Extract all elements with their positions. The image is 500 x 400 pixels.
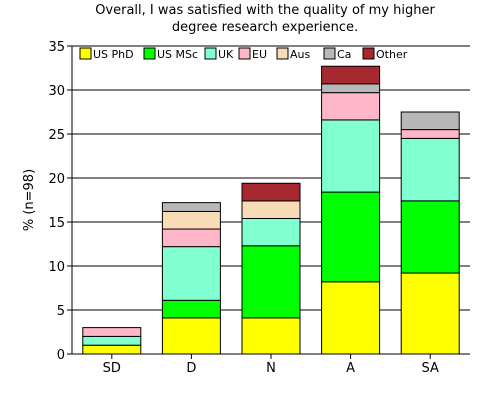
bar-segment	[161, 246, 221, 301]
legend-swatch	[323, 47, 336, 60]
legend-label: Aus	[290, 48, 310, 61]
bar-segment	[321, 281, 381, 355]
legend-swatch	[79, 47, 92, 60]
x-tick-label: D	[186, 361, 196, 376]
x-tick-label: N	[266, 361, 276, 376]
chart-title-line-1: Overall, I was satisfied with the qualit…	[95, 3, 435, 18]
legend-label: UK	[218, 48, 234, 61]
bar-segment	[321, 119, 381, 193]
legend-label: US PhD	[93, 48, 134, 61]
bar-segment	[400, 200, 460, 274]
y-tick-label: 25	[48, 128, 65, 143]
legend-swatch	[276, 47, 289, 60]
bar-segment	[321, 191, 381, 283]
bars	[82, 65, 460, 355]
legend-label: Ca	[337, 48, 351, 61]
y-tick-label: 35	[48, 40, 65, 55]
bar-segment	[241, 200, 301, 219]
y-tick-label: 0	[57, 348, 65, 363]
bar-segment	[241, 245, 301, 319]
y-tick-label: 20	[48, 172, 65, 187]
y-tick-label: 10	[48, 260, 65, 275]
bar-segment	[82, 327, 142, 337]
y-axis-title: % (n=98)	[22, 169, 37, 231]
bar-segment	[400, 111, 460, 131]
bar-segment	[161, 299, 221, 319]
bar-segment	[82, 335, 142, 346]
y-tick-label: 15	[48, 216, 65, 231]
y-tick-label: 30	[48, 84, 65, 99]
legend: US PhD US MSc UK EU Aus Ca Other	[79, 47, 408, 61]
bar-segment	[400, 129, 460, 139]
y-tick-label: 5	[57, 304, 65, 319]
bar-segment	[400, 272, 460, 355]
bar-segment	[321, 65, 381, 85]
x-tick-label: A	[346, 361, 355, 376]
legend-swatch	[238, 47, 251, 60]
legend-label: Other	[376, 48, 408, 61]
legend-swatch	[204, 47, 217, 60]
bar-segment	[161, 210, 221, 230]
bar-segment	[82, 344, 142, 355]
chart-title: Overall, I was satisfied with the qualit…	[60, 2, 470, 36]
bar-segment	[241, 317, 301, 355]
bar-segment	[241, 182, 301, 202]
legend-swatch	[143, 47, 156, 60]
bar-segment	[161, 317, 221, 355]
axes: 0 5 10 15 20 25 30 35 SD D N A SA	[48, 40, 470, 376]
legend-swatch	[362, 47, 375, 60]
chart-title-line-2: degree research experience.	[171, 20, 359, 35]
bar-segment	[161, 228, 221, 248]
legend-label: EU	[252, 48, 267, 61]
bar-segment	[161, 202, 221, 212]
bar-segment	[321, 92, 381, 121]
x-tick-label: SA	[422, 361, 439, 376]
x-tick-label: SD	[103, 361, 121, 376]
bar-segment	[241, 217, 301, 247]
legend-label: US MSc	[157, 48, 198, 61]
bar-segment	[400, 137, 460, 202]
bar-segment	[321, 83, 381, 94]
